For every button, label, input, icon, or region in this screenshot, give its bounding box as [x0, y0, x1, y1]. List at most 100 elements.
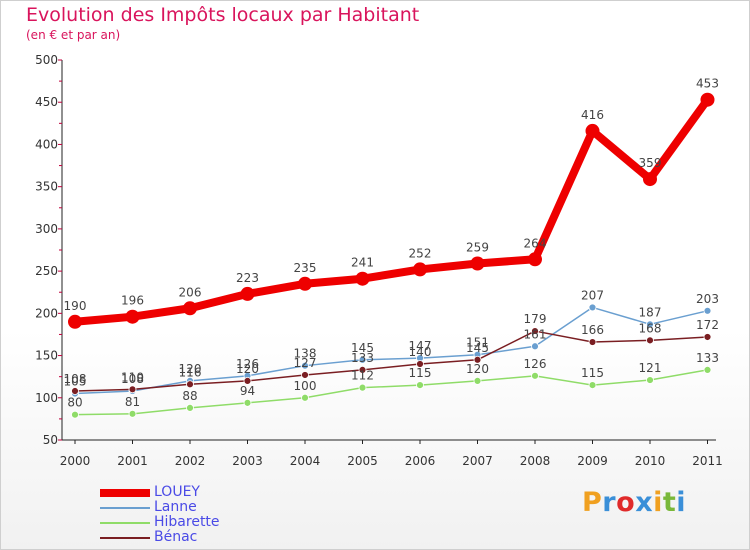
data-point-hibarette [71, 410, 79, 419]
data-point-hibarette [416, 381, 424, 390]
data-label-bénac: 120 [236, 362, 259, 376]
data-point-louey [355, 271, 370, 286]
data-label-hibarette: 81 [125, 395, 140, 409]
data-label-hibarette: 126 [524, 357, 547, 371]
data-point-hibarette [646, 376, 654, 384]
legend-swatch [100, 521, 150, 524]
data-point-louey [643, 172, 657, 187]
data-label-hibarette: 133 [696, 351, 719, 365]
data-point-louey [585, 123, 600, 138]
x-tick-label: 2001 [117, 454, 148, 468]
data-label-louey: 416 [581, 108, 604, 122]
data-point-bénac [186, 380, 194, 389]
data-label-hibarette: 80 [67, 396, 82, 410]
y-tick-label: 350 [35, 180, 58, 194]
series-line-lanne [74, 306, 708, 395]
y-tick-label: 400 [35, 137, 58, 151]
data-label-lanne: 105 [64, 375, 87, 389]
data-label-bénac: 145 [466, 341, 489, 355]
data-label-bénac: 168 [639, 321, 662, 335]
proxiti-logo: Proxiti [582, 487, 686, 518]
data-point-bénac [358, 366, 367, 374]
legend-label: Hibarette [154, 514, 220, 530]
data-point-bénac [301, 371, 309, 379]
x-tick-label: 2007 [462, 454, 493, 468]
data-label-louey: 359 [639, 156, 662, 170]
data-point-hibarette [358, 383, 367, 392]
logo-letter: r [602, 487, 617, 518]
data-label-lanne: 187 [639, 305, 662, 319]
y-tick-label: 250 [35, 264, 58, 278]
data-label-louey: 206 [179, 285, 202, 299]
data-point-bénac [703, 333, 712, 341]
data-label-lanne: 151 [466, 336, 489, 350]
data-point-bénac [646, 336, 654, 345]
data-label-lanne: 108 [121, 372, 144, 386]
logo-letter: t [662, 487, 677, 518]
y-tick-label: 150 [35, 349, 58, 363]
legend-swatch [100, 488, 150, 497]
logo-letter: i [676, 487, 687, 518]
data-point-hibarette [588, 381, 597, 390]
data-point-bénac [588, 338, 597, 346]
x-tick-label: 2009 [577, 454, 608, 468]
data-point-hibarette [186, 404, 194, 412]
data-label-hibarette: 100 [294, 379, 317, 393]
x-tick-label: 2010 [635, 454, 666, 468]
x-tick-label: 2008 [520, 454, 551, 468]
legend-item-bénac: Bénac [100, 530, 220, 545]
y-tick-label: 300 [35, 222, 58, 236]
data-point-louey [183, 301, 197, 316]
x-tick-label: 2003 [232, 454, 263, 468]
data-point-hibarette [301, 393, 309, 402]
data-label-bénac: 110 [121, 370, 144, 384]
data-point-louey [700, 92, 715, 107]
data-point-lanne [703, 306, 712, 315]
data-label-bénac: 127 [294, 356, 317, 370]
data-label-hibarette: 112 [351, 369, 374, 383]
data-label-bénac: 140 [409, 345, 432, 359]
data-label-louey: 235 [294, 261, 317, 275]
data-point-louey [240, 286, 255, 301]
data-point-hibarette [128, 409, 137, 418]
x-tick-label: 2004 [290, 454, 321, 468]
data-point-hibarette [531, 371, 539, 380]
data-label-hibarette: 88 [182, 389, 197, 403]
logo-letter: o [616, 487, 636, 518]
data-point-bénac [531, 327, 539, 335]
data-point-louey [470, 256, 485, 271]
data-label-hibarette: 115 [581, 366, 604, 380]
data-point-hibarette [473, 376, 482, 385]
data-point-lanne [531, 342, 539, 351]
series-line-bénac [74, 330, 708, 392]
data-label-bénac: 172 [696, 318, 719, 332]
data-label-louey: 223 [236, 271, 259, 285]
data-label-louey: 241 [351, 256, 374, 270]
data-point-hibarette [243, 398, 252, 407]
data-point-hibarette [703, 366, 712, 374]
data-point-lanne [301, 361, 309, 370]
data-label-hibarette: 94 [240, 384, 255, 398]
data-label-lanne: 161 [524, 327, 547, 341]
data-point-louey [413, 262, 427, 277]
data-point-louey [298, 276, 312, 291]
logo-letter: x [635, 487, 654, 518]
data-label-lanne: 147 [409, 339, 432, 353]
legend-item-louey: LOUEY [100, 485, 220, 500]
data-label-louey: 453 [696, 77, 719, 91]
x-tick-label: 2006 [405, 454, 436, 468]
data-label-lanne: 145 [351, 341, 374, 355]
x-tick-label: 2005 [347, 454, 378, 468]
data-label-louey: 264 [524, 236, 547, 250]
data-point-louey [125, 309, 140, 324]
data-label-lanne: 138 [294, 347, 317, 361]
y-tick-label: 500 [35, 53, 58, 67]
data-label-hibarette: 121 [639, 361, 662, 375]
legend: LOUEY Lanne Hibarette Bénac [100, 485, 220, 545]
legend-label: Lanne [154, 499, 197, 515]
data-point-lanne [588, 303, 597, 312]
y-tick-label: 450 [35, 95, 58, 109]
legend-label: Bénac [154, 529, 198, 545]
legend-swatch [100, 506, 150, 509]
data-point-bénac [473, 355, 482, 364]
